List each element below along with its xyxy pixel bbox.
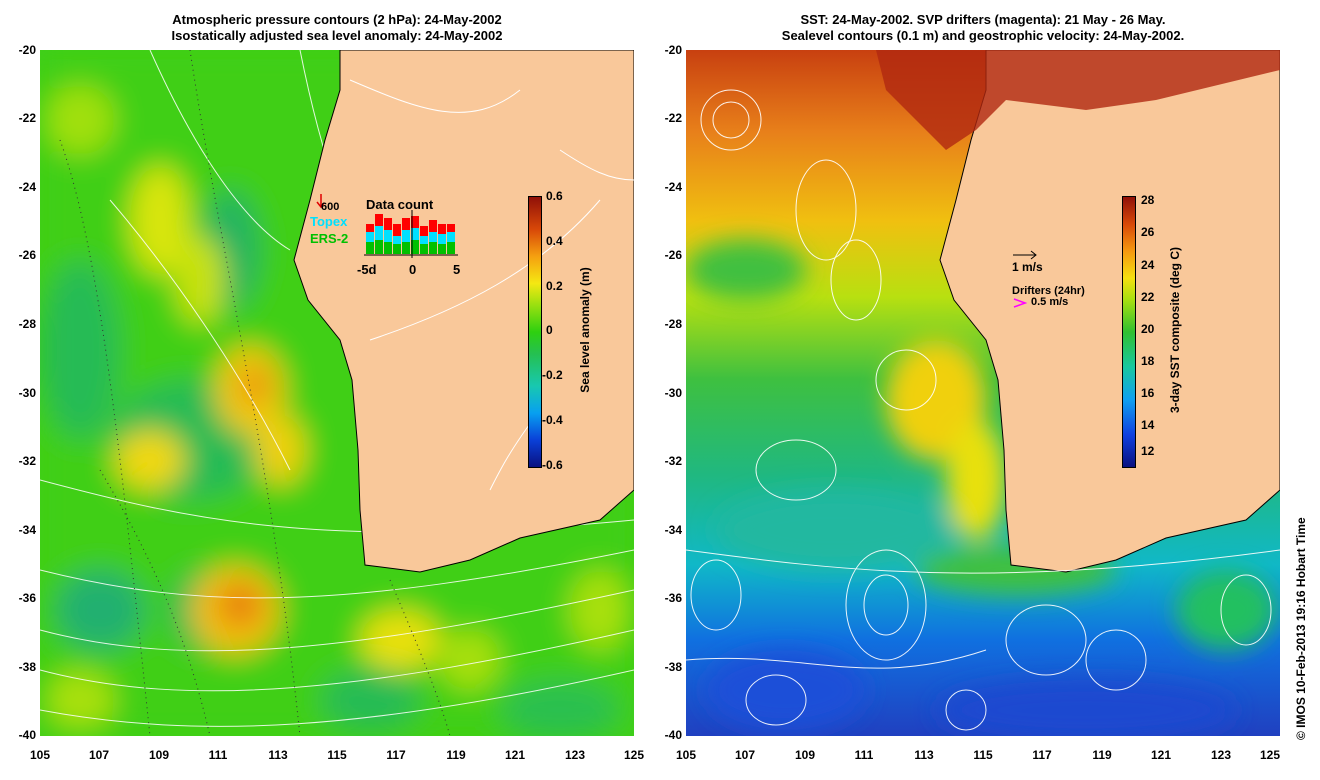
right-y-tick: -30 — [664, 386, 682, 400]
data-count-title: Data count — [366, 197, 434, 212]
left-y-tick: -22 — [18, 111, 36, 125]
right-x-tick: 115 — [973, 748, 993, 762]
right-title-line1: SST: 24-May-2002. SVP drifters (magenta)… — [800, 12, 1166, 27]
colorbar-tick: 14 — [1141, 418, 1155, 432]
right-y-tick: -32 — [664, 454, 682, 468]
right-y-tick: -20 — [664, 43, 682, 57]
left-x-tick: 115 — [327, 748, 347, 762]
colorbar-tick: 0.4 — [546, 234, 563, 248]
inset-x-tick: -5d — [357, 262, 377, 277]
left-x-tick: 109 — [148, 748, 170, 762]
land-contours — [349, 79, 634, 491]
colorbar-tick: 16 — [1141, 386, 1155, 400]
topex-label: Topex — [310, 214, 348, 229]
left-y-tick: -40 — [18, 728, 36, 742]
colorbar-tick: 28 — [1141, 193, 1155, 207]
left-y-tick: -36 — [18, 591, 36, 605]
right-x-tick: 119 — [1092, 748, 1112, 762]
colorbar-tick: 18 — [1141, 354, 1155, 368]
left-x-tick: 123 — [564, 748, 586, 762]
right-x-tick: 117 — [1032, 748, 1052, 762]
left-y-tick: -30 — [18, 386, 36, 400]
colorbar-tick: 24 — [1141, 258, 1155, 272]
right-map-title: SST: 24-May-2002. SVP drifters (magenta)… — [686, 12, 1280, 44]
data-count-value: 600 — [321, 201, 340, 213]
right-x-tick: 121 — [1150, 748, 1172, 762]
colorbar-tick: -0.6 — [542, 458, 563, 472]
right-y-tick: -34 — [664, 523, 682, 537]
left-y-tick: -20 — [18, 43, 36, 57]
left-x-tick: 105 — [29, 748, 51, 762]
sea-level-colorbar-label: Sea level anomaly (m) — [578, 267, 592, 393]
australia-landmass — [293, 50, 634, 573]
colorbar-tick: 0.2 — [546, 279, 563, 293]
left-map-title: Atmospheric pressure contours (2 hPa): 2… — [40, 12, 634, 44]
imos-credit: © IMOS 10-Feb-2013 19:16 Hobart Time — [1294, 517, 1308, 740]
left-x-tick: 111 — [208, 748, 228, 762]
colorbar-tick: 20 — [1141, 322, 1155, 336]
right-x-tick: 125 — [1259, 748, 1281, 762]
colorbar-tick: 0.6 — [546, 189, 563, 203]
dotted-contours — [59, 50, 451, 736]
colorbar-tick: 26 — [1141, 225, 1155, 239]
left-x-tick: 107 — [88, 748, 110, 762]
right-y-tick: -22 — [664, 111, 682, 125]
left-y-tick: -34 — [18, 523, 36, 537]
left-x-tick: 121 — [504, 748, 526, 762]
sst-colorbar — [1122, 196, 1136, 468]
colorbar-tick: -0.4 — [542, 413, 563, 427]
sea-level-anomaly-canvas — [40, 50, 634, 736]
sst-colorbar-label: 3-day SST composite (deg C) — [1168, 246, 1182, 414]
left-y-tick: -28 — [18, 317, 36, 331]
right-y-tick: -26 — [664, 248, 682, 262]
data-count-histogram — [364, 210, 458, 258]
right-x-tick: 109 — [794, 748, 816, 762]
right-y-tick: -36 — [664, 591, 682, 605]
right-x-tick: 105 — [675, 748, 697, 762]
colorbar-tick: 0 — [546, 323, 553, 337]
left-x-tick: 119 — [446, 748, 466, 762]
ers2-label: ERS-2 — [310, 231, 349, 246]
left-y-tick: -38 — [18, 660, 36, 674]
sea-level-anomaly-map[interactable] — [40, 50, 634, 736]
right-x-tick: 107 — [734, 748, 756, 762]
velocity-scale-label: 1 m/s — [1012, 260, 1043, 274]
inset-x-tick: 5 — [453, 262, 461, 277]
left-y-tick: -24 — [18, 180, 36, 194]
drifters-speed-label: 0.5 m/s — [1031, 296, 1069, 308]
right-y-tick: -24 — [664, 180, 682, 194]
histogram-bars — [366, 214, 455, 254]
drifters-title: Drifters (24hr) — [1012, 285, 1085, 297]
warm-coastal-band — [876, 50, 1280, 150]
inset-x-tick: 0 — [409, 262, 417, 277]
right-y-tick: -28 — [664, 317, 682, 331]
left-x-tick: 125 — [623, 748, 645, 762]
data-arrow-icon — [316, 194, 325, 209]
right-title-line2: Sealevel contours (0.1 m) and geostrophi… — [781, 28, 1185, 43]
left-x-tick: 117 — [386, 748, 406, 762]
left-y-tick: -26 — [18, 248, 36, 262]
colorbar-tick: 12 — [1141, 444, 1155, 458]
right-x-tick: 111 — [854, 748, 874, 762]
left-title-line2: Isostatically adjusted sea level anomaly… — [171, 28, 503, 43]
right-x-tick: 123 — [1210, 748, 1232, 762]
left-x-tick: 113 — [268, 748, 288, 762]
australia-landmass-sst — [939, 50, 1280, 573]
colorbar-tick: -0.2 — [542, 368, 563, 382]
sea-level-contours — [686, 89, 1280, 731]
drifter-arrow-icon — [1013, 298, 1027, 308]
sea-level-colorbar — [528, 196, 542, 468]
sst-canvas — [686, 50, 1280, 736]
left-title-line1: Atmospheric pressure contours (2 hPa): 2… — [172, 12, 502, 27]
right-y-tick: -40 — [664, 728, 682, 742]
sst-map[interactable] — [686, 50, 1280, 736]
velocity-arrow-icon — [1013, 250, 1037, 260]
left-y-tick: -32 — [18, 454, 36, 468]
colorbar-tick: 22 — [1141, 290, 1155, 304]
right-y-tick: -38 — [664, 660, 682, 674]
right-x-tick: 113 — [914, 748, 934, 762]
sst-field — [686, 240, 1276, 736]
